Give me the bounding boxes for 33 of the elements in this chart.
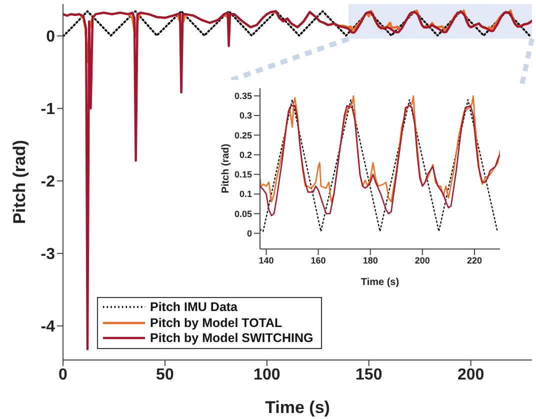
y-tick-label: 0 (46, 28, 56, 46)
legend-label: Pitch by Model SWITCHING (150, 331, 314, 346)
y-tick-label: 0.1 (239, 189, 252, 200)
y-tick-label: 0.3 (239, 110, 252, 121)
line-series (260, 105, 500, 216)
y-tick-label: -3 (40, 246, 56, 264)
line-series (63, 10, 532, 350)
x-tick-label: 140 (258, 255, 274, 266)
x-axis-title: Time (s) (360, 277, 400, 288)
line-series (260, 95, 500, 203)
y-axis-title: Pitch (rad) (10, 140, 30, 224)
y-tick-label: 0.05 (234, 208, 252, 219)
x-tick-label: 180 (362, 255, 378, 266)
legend-label: Pitch by Model TOTAL (150, 316, 282, 330)
y-tick-label: -4 (40, 318, 56, 336)
x-tick-label: 200 (457, 366, 484, 384)
y-axis-title: Pitch (rad) (220, 144, 232, 194)
y-tick-label: 0 (246, 228, 252, 238)
y-tick-label: 0.15 (234, 170, 252, 180)
x-tick-label: 100 (254, 366, 280, 384)
y-tick-label: 0.2 (239, 150, 252, 160)
y-tick-label: 0.35 (234, 91, 252, 102)
x-tick-label: 50 (156, 366, 174, 384)
x-tick-label: 0 (58, 366, 68, 384)
y-tick-label: 0.25 (234, 130, 252, 140)
x-tick-label: 220 (466, 255, 482, 266)
y-tick-label: -1 (40, 101, 56, 118)
y-tick-label: -2 (40, 174, 56, 191)
x-axis-title: Time (s) (265, 398, 330, 417)
x-tick-label: 160 (310, 255, 326, 266)
legend-label: Pitch IMU Data (150, 300, 238, 314)
x-tick-label: 150 (356, 366, 382, 384)
x-tick-label: 200 (414, 255, 430, 266)
